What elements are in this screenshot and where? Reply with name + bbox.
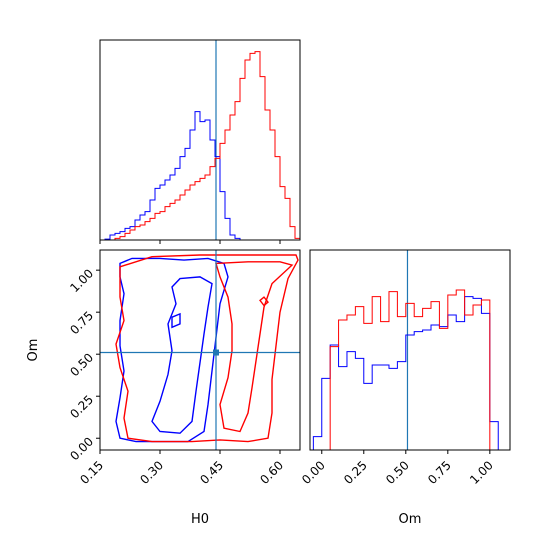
x-tick-label: 0.60 bbox=[257, 458, 286, 487]
panel-om-histogram: 0.00 0.25 0.50 0.75 1.00 bbox=[299, 249, 511, 487]
histogram-h0-red bbox=[100, 51, 301, 241]
histogram-h0-blue bbox=[100, 111, 300, 241]
truth-marker bbox=[213, 349, 219, 356]
contour-lines bbox=[115, 254, 299, 443]
panel-frame bbox=[99, 249, 301, 451]
contour-red_inner bbox=[215, 261, 294, 433]
contour-red_outer_small bbox=[259, 296, 269, 307]
x-tick-label: 0.45 bbox=[197, 458, 226, 487]
truth-lines-2d bbox=[100, 250, 300, 450]
contour-blue_inner bbox=[151, 276, 213, 434]
om-histogram-ticks: 0.00 0.25 0.50 0.75 1.00 bbox=[299, 450, 496, 487]
contour-blue_inner_small bbox=[171, 312, 181, 329]
x-tick-label: 0.25 bbox=[341, 458, 370, 487]
panel-h0-om-contour: 0.15 0.30 0.45 0.60 0.00 0.25 0.50 0.75 1.00 bbox=[67, 249, 301, 487]
y-axis-label-om: Om bbox=[26, 339, 41, 362]
x-tick-label: 0.75 bbox=[425, 458, 454, 487]
panel-frame bbox=[99, 39, 301, 241]
x-tick-label: 0.15 bbox=[77, 458, 106, 487]
y-tick-label: 0.75 bbox=[67, 308, 96, 337]
y-tick-label: 0.25 bbox=[67, 392, 96, 421]
histogram-om-blue bbox=[312, 296, 507, 451]
contour-blue_outer bbox=[115, 257, 229, 443]
x-axis-label-om: Om bbox=[399, 512, 422, 527]
x-tick-label: 0.00 bbox=[299, 458, 328, 487]
contour-red_outer bbox=[115, 254, 299, 443]
y-tick-label: 0.00 bbox=[67, 434, 96, 463]
x-tick-label: 0.50 bbox=[383, 458, 412, 487]
y-tick-label: 1.00 bbox=[67, 266, 96, 295]
panel-frame bbox=[309, 249, 511, 451]
x-tick-label: 0.30 bbox=[137, 458, 166, 487]
h0-histogram-ticks bbox=[99, 240, 281, 244]
y-tick-label: 0.50 bbox=[67, 350, 96, 379]
panel-h0-histogram bbox=[99, 39, 301, 244]
x-axis-label-h0: H0 bbox=[191, 512, 209, 527]
histogram-om-red bbox=[313, 289, 507, 451]
x-tick-label: 1.00 bbox=[467, 458, 496, 487]
